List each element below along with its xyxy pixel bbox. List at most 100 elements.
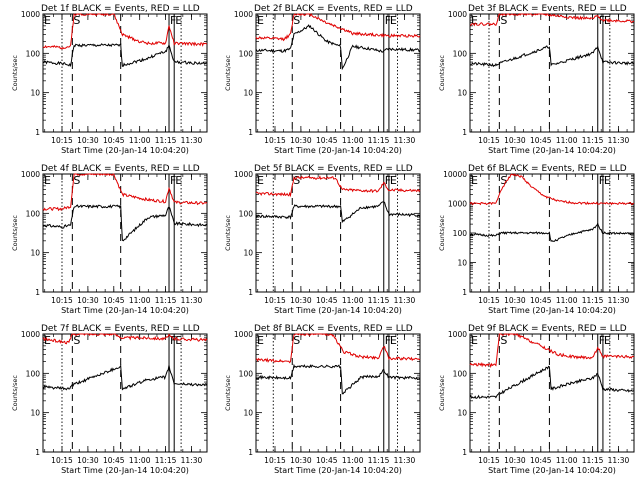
y-tick-label: 100: [26, 369, 41, 378]
interval-marker-e: E: [604, 174, 611, 187]
y-axis-title: Counts/sec: [438, 215, 446, 251]
series-events-line: [255, 201, 421, 224]
y-tick-label: 100: [239, 369, 254, 378]
interval-marker-s: S: [73, 174, 80, 187]
interval-marker-e: E: [390, 174, 397, 187]
interval-marker-f: F: [385, 174, 391, 187]
y-tick-label: 100: [453, 49, 468, 58]
plot-frame: [42, 173, 208, 293]
plot-frame: [255, 333, 421, 453]
interval-marker-e: E: [257, 174, 264, 187]
x-tick-label: 11:00: [342, 136, 364, 145]
interval-marker-f: F: [385, 14, 391, 27]
x-tick-label: 10:30: [290, 136, 312, 145]
x-axis-title: Start Time (20-Jan-14 10:04:20): [488, 466, 616, 475]
interval-marker-s: S: [73, 14, 80, 27]
x-tick-label: 11:00: [556, 456, 578, 465]
chart-title: Det 8f BLACK = Events, RED = LLD: [254, 324, 413, 334]
x-tick-label: 10:45: [103, 456, 125, 465]
series-lld-line: [42, 13, 208, 50]
x-tick-label: 11:00: [556, 296, 578, 305]
y-tick-label: 100: [26, 49, 41, 58]
y-tick-label: 100: [239, 49, 254, 58]
interval-marker-e: E: [257, 334, 264, 347]
x-tick-label: 10:30: [77, 296, 99, 305]
y-tick-label: 1000: [234, 170, 253, 179]
chart-title: Det 5f BLACK = Events, RED = LLD: [254, 164, 413, 174]
x-tick-label: 10:15: [478, 456, 500, 465]
x-tick-label: 11:00: [129, 296, 151, 305]
y-tick-label: 1000: [448, 200, 467, 209]
y-tick-label: 10: [457, 409, 467, 418]
series-events-line: [469, 222, 635, 242]
interval-marker-e: E: [471, 174, 478, 187]
x-tick-label: 10:15: [264, 296, 286, 305]
chart-title: Det 9f BLACK = Events, RED = LLD: [468, 324, 627, 334]
interval-marker-e: E: [604, 334, 611, 347]
x-tick-label: 10:30: [290, 296, 312, 305]
interval-marker-e: E: [175, 174, 182, 187]
interval-marker-s: S: [293, 14, 300, 27]
series-lld-line: [469, 13, 635, 27]
x-axis-title: Start Time (20-Jan-14 10:04:20): [61, 306, 189, 315]
y-tick-label: 1: [35, 128, 40, 137]
series-lld-line: [255, 175, 421, 198]
y-axis-title: Counts/sec: [11, 55, 19, 91]
x-tick-label: 10:45: [316, 136, 338, 145]
plot-frame: [469, 333, 635, 453]
x-tick-label: 10:30: [290, 456, 312, 465]
interval-marker-e: E: [175, 14, 182, 27]
chart-panel-9: Det 9f BLACK = Events, RED = LLD 1 10 100 10…: [438, 324, 635, 475]
x-tick-label: 11:00: [129, 136, 151, 145]
y-tick-label: 10: [243, 249, 253, 258]
chart-title: Det 4f BLACK = Events, RED = LLD: [41, 164, 200, 174]
y-axis-title: Counts/sec: [224, 215, 232, 251]
chart-panel-3: Det 3f BLACK = Events, RED = LLD 1 10 100 10…: [438, 4, 635, 155]
x-tick-label: 11:00: [342, 456, 364, 465]
interval-marker-s: S: [73, 334, 80, 347]
series-events-line: [42, 364, 208, 391]
interval-marker-s: S: [500, 174, 507, 187]
y-axis-title: Counts/sec: [224, 375, 232, 411]
y-tick-label: 1000: [448, 330, 467, 339]
y-axis-title: Counts/sec: [11, 215, 19, 251]
interval-marker-f: F: [170, 334, 176, 347]
plot-frame: [42, 333, 208, 453]
x-tick-label: 10:15: [51, 296, 73, 305]
plot-frame: [42, 13, 208, 133]
series-events-line: [469, 365, 635, 399]
chart-panel-8: Det 8f BLACK = Events, RED = LLD 1 10 100 10…: [224, 324, 421, 475]
chart-panel-5: Det 5f BLACK = Events, RED = LLD 1 10 100 10…: [224, 164, 421, 315]
series-lld-line: [469, 173, 635, 206]
y-tick-label: 100: [239, 209, 254, 218]
x-tick-label: 10:30: [77, 456, 99, 465]
x-tick-label: 11:30: [394, 456, 416, 465]
series-lld-line: [255, 333, 421, 364]
y-axis-title: Counts/sec: [438, 55, 446, 91]
interval-marker-e: E: [44, 14, 51, 27]
chart-title: Det 7f BLACK = Events, RED = LLD: [41, 324, 200, 334]
y-tick-label: 10: [243, 89, 253, 98]
series-events-line: [469, 45, 635, 68]
chart-panel-6: Det 6f BLACK = Events, RED = LLD 1 10 100 10…: [438, 164, 635, 315]
x-tick-label: 10:45: [316, 296, 338, 305]
y-tick-label: 1: [248, 128, 253, 137]
y-tick-label: 10: [457, 89, 467, 98]
chart-panel-2: Det 2f BLACK = Events, RED = LLD 1 10 100 10…: [224, 4, 421, 155]
x-tick-label: 10:15: [51, 456, 73, 465]
interval-marker-s: S: [293, 334, 300, 347]
x-tick-label: 10:45: [530, 296, 552, 305]
chart-panel-1: Det 1f BLACK = Events, RED = LLD 1 10 100 10…: [11, 4, 208, 155]
y-tick-label: 10: [30, 409, 40, 418]
series-lld-line: [469, 333, 635, 369]
chart-panel-7: Det 7f BLACK = Events, RED = LLD 1 10 100 10…: [11, 324, 208, 475]
interval-marker-s: S: [293, 174, 300, 187]
x-tick-label: 11:15: [155, 136, 177, 145]
x-tick-label: 10:30: [504, 296, 526, 305]
y-tick-label: 1: [248, 288, 253, 297]
interval-marker-f: F: [385, 334, 391, 347]
y-tick-label: 1000: [448, 10, 467, 19]
interval-marker-s: S: [500, 334, 507, 347]
y-tick-label: 1: [248, 448, 253, 457]
x-tick-label: 10:15: [51, 136, 73, 145]
